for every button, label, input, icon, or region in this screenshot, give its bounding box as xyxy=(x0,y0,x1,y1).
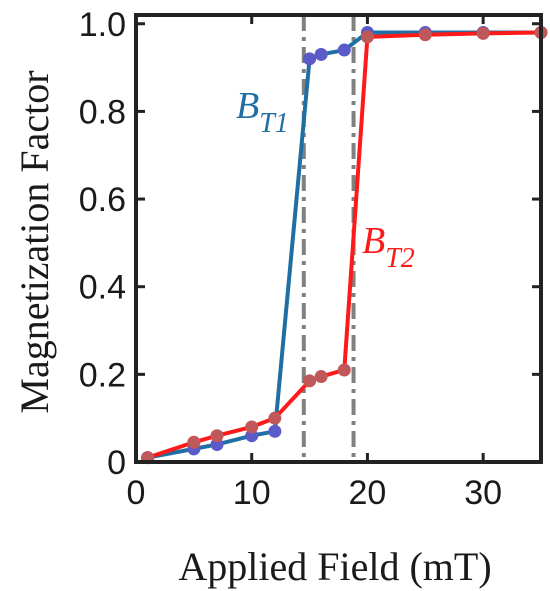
series-line-t2 xyxy=(146,30,542,460)
data-point-t2 xyxy=(303,374,317,388)
y-tick-label: 0.6 xyxy=(79,181,126,219)
reference-lines xyxy=(301,15,356,462)
y-tick-label: 0 xyxy=(107,444,126,482)
tick-layer xyxy=(134,15,541,464)
data-point-t2 xyxy=(418,28,432,42)
data-point-t1 xyxy=(268,424,282,438)
x-tick-label: 20 xyxy=(349,474,387,512)
data-point-t2 xyxy=(245,420,259,434)
series-label-bt2-sub: T2 xyxy=(385,243,415,274)
y-axis-title: Magnetization Factor xyxy=(12,70,57,413)
x-tick-label: 30 xyxy=(464,474,502,512)
series-label-bt1: BT1 xyxy=(236,85,289,139)
data-point-t2 xyxy=(268,411,282,425)
series-label-bt1-main: B xyxy=(236,85,259,127)
x-tick-label: 0 xyxy=(127,474,146,512)
data-point-t1 xyxy=(337,43,351,57)
series-label-bt2: BT2 xyxy=(362,220,415,274)
y-tick-label: 1.0 xyxy=(79,6,126,44)
series-label-bt2-main: B xyxy=(362,220,385,262)
y-tick-label: 0.2 xyxy=(79,356,126,394)
x-tick-label: 10 xyxy=(233,474,271,512)
data-point-t2 xyxy=(476,26,490,40)
data-point-t1 xyxy=(314,47,328,61)
data-point-t2 xyxy=(337,363,351,377)
series-label-bt1-sub: T1 xyxy=(259,108,289,139)
data-point-t2 xyxy=(187,435,201,449)
data-point-t2 xyxy=(360,30,374,44)
data-point-t2 xyxy=(210,429,224,443)
data-point-t2 xyxy=(314,370,328,384)
x-axis-title: Applied Field (mT) xyxy=(178,544,491,589)
tick-label-layer: 0 10 20 30 0 0.2 0.4 0.6 0.8 1.0 xyxy=(79,6,502,512)
data-point-t1 xyxy=(303,52,317,66)
series-line-t1 xyxy=(147,30,541,460)
plot-frame xyxy=(134,13,543,464)
y-tick-label: 0.4 xyxy=(79,269,126,307)
series-layer xyxy=(141,26,548,465)
y-tick-label: 0.8 xyxy=(79,93,126,131)
